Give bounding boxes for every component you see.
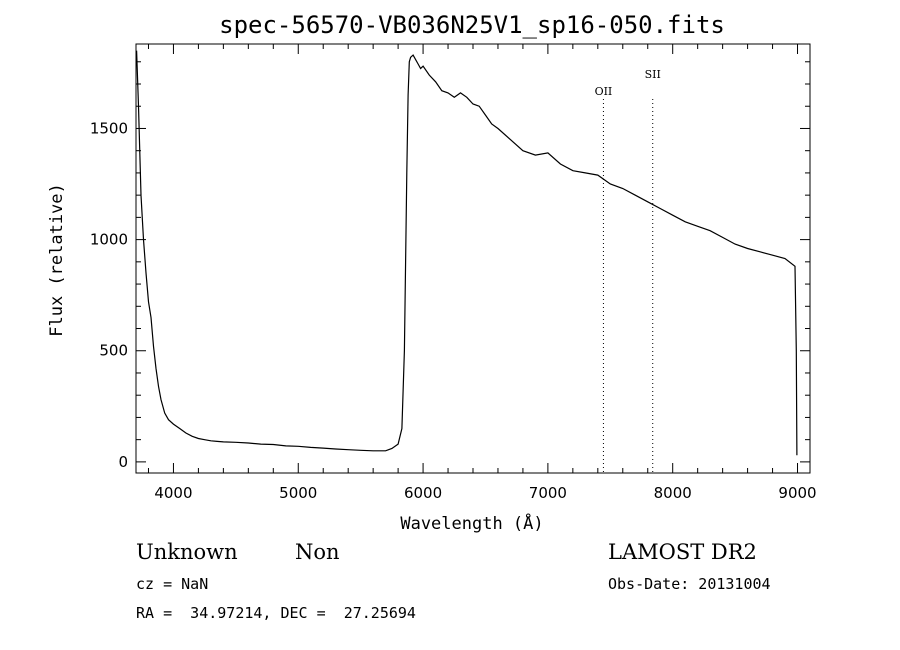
ra-dec-coordinates: RA = 34.97214, DEC = 27.25694 bbox=[136, 604, 416, 622]
object-name: Unknown bbox=[136, 540, 238, 564]
object-class: Non bbox=[295, 540, 340, 564]
x-axis-label: Wavelength (Å) bbox=[400, 512, 543, 534]
x-tick-label: 9000 bbox=[778, 484, 816, 502]
redshift-cz: cz = NaN bbox=[136, 575, 209, 593]
observation-date: Obs-Date: 20131004 bbox=[608, 575, 771, 593]
y-axis-label: Flux (relative) bbox=[47, 183, 67, 337]
plot-area: 4000 5000 6000 7000 8000 9000 0 500 1000 1500 OII S… bbox=[90, 43, 817, 502]
survey-name: LAMOST DR2 bbox=[608, 540, 757, 564]
plot-frame bbox=[135, 43, 811, 474]
y-tick-label: 1500 bbox=[90, 119, 128, 137]
spectrum-line bbox=[136, 50, 798, 456]
x-tick-label: 7000 bbox=[529, 484, 567, 502]
y-tick-label: 500 bbox=[99, 342, 128, 360]
y-tick-label: 1000 bbox=[90, 231, 128, 249]
emission-line-label: OII bbox=[595, 85, 613, 98]
x-tick-label: 5000 bbox=[279, 484, 317, 502]
x-tick-label: 8000 bbox=[654, 484, 692, 502]
y-tick-label: 0 bbox=[118, 453, 128, 471]
x-tick-label: 6000 bbox=[404, 484, 442, 502]
x-tick-label: 4000 bbox=[154, 484, 192, 502]
chart-title: spec-56570-VB036N25V1_sp16-050.fits bbox=[219, 11, 725, 39]
emission-line-label: SII bbox=[645, 68, 661, 81]
